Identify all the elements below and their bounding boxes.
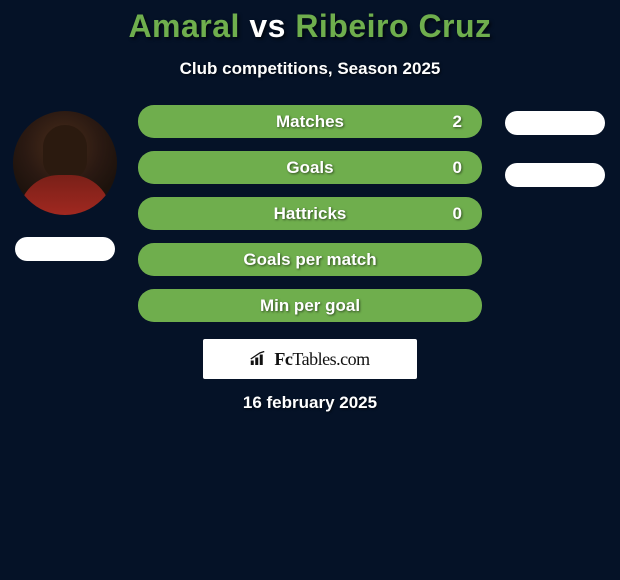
stat-row-goals: Goals 0 [138, 151, 482, 184]
stat-value-right: 0 [453, 204, 462, 224]
logo-text-fc: Fc [274, 349, 292, 369]
player-right-column [500, 105, 610, 187]
stat-row-min-per-goal: Min per goal [138, 289, 482, 322]
stat-label: Goals per match [243, 250, 376, 270]
page-title: Amaral vs Ribeiro Cruz [0, 8, 620, 45]
stat-label: Min per goal [260, 296, 360, 316]
stat-label: Matches [276, 112, 344, 132]
bar-chart-icon [250, 351, 268, 367]
date-text: 16 february 2025 [0, 393, 620, 413]
player-left-column [10, 105, 120, 261]
stat-label: Goals [286, 158, 333, 178]
comparison-row: Matches 2 Goals 0 Hattricks 0 Goals per … [0, 105, 620, 335]
fctables-logo: FcTables.com [203, 339, 417, 379]
player-right-name-pill-2 [505, 163, 605, 187]
logo-text: FcTables.com [274, 349, 369, 370]
subtitle: Club competitions, Season 2025 [0, 59, 620, 79]
player-right-name-pill-1 [505, 111, 605, 135]
player-left-name-pill [15, 237, 115, 261]
stat-value-right: 2 [453, 112, 462, 132]
stat-row-hattricks: Hattricks 0 [138, 197, 482, 230]
infographic-container: Amaral vs Ribeiro Cruz Club competitions… [0, 0, 620, 413]
title-vs: vs [249, 8, 286, 44]
player-left-avatar [13, 111, 117, 215]
stat-value-right: 0 [453, 158, 462, 178]
stat-row-goals-per-match: Goals per match [138, 243, 482, 276]
stats-column: Matches 2 Goals 0 Hattricks 0 Goals per … [138, 105, 482, 335]
stat-row-matches: Matches 2 [138, 105, 482, 138]
logo-text-tables: Tables.com [292, 349, 369, 369]
title-player2: Ribeiro Cruz [295, 8, 491, 44]
title-player1: Amaral [128, 8, 240, 44]
stat-label: Hattricks [274, 204, 347, 224]
